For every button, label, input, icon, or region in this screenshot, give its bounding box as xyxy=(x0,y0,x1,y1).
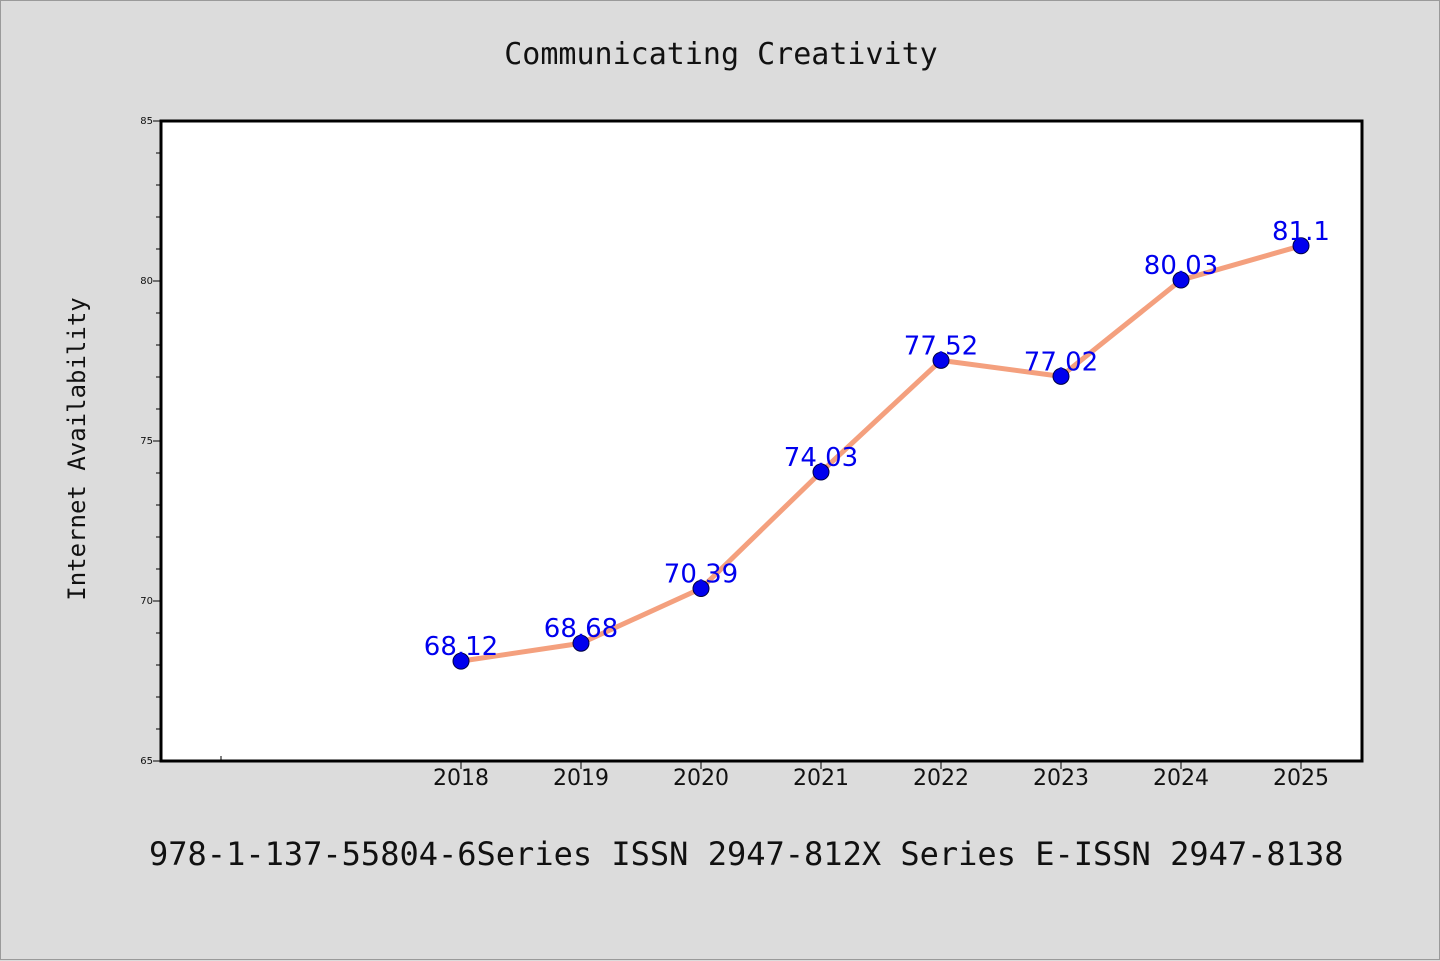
data-point xyxy=(1172,271,1190,289)
x-tick-label: 2019 xyxy=(553,766,609,791)
x-axis: 2018 2019 2020 2021 2022 2023 2024 2025 xyxy=(220,756,1329,791)
data-label: 74.03 xyxy=(784,443,858,473)
data-label: 80.03 xyxy=(1144,251,1218,281)
x-tick-label: 2024 xyxy=(1153,766,1209,791)
chart-title: Communicating Creativity xyxy=(504,37,937,72)
data-label: 68.68 xyxy=(544,614,618,644)
x-tick-label: 2018 xyxy=(433,766,489,791)
x-tick-label: 2023 xyxy=(1033,766,1089,791)
data-point xyxy=(932,351,950,369)
x-tick-label: 2025 xyxy=(1273,766,1329,791)
data-label: 68.12 xyxy=(424,632,498,662)
data-label: 81.1 xyxy=(1272,217,1330,247)
y-tick-label: 85 xyxy=(140,116,153,127)
data-label: 77.52 xyxy=(904,331,978,361)
x-tick-label: 2022 xyxy=(913,766,969,791)
y-axis-label: Internet Availability xyxy=(63,297,91,600)
data-point xyxy=(572,634,590,652)
data-point xyxy=(452,652,470,670)
data-point xyxy=(812,463,830,481)
y-axis: 65 70 75 80 85 xyxy=(140,116,161,767)
x-tick-label: 2021 xyxy=(793,766,849,791)
footer-isbn-issn: 978-1-137-55804-6Series ISSN 2947-812X S… xyxy=(149,835,1343,873)
series-line xyxy=(458,243,1304,664)
data-point xyxy=(692,580,710,598)
y-tick-label: 70 xyxy=(140,596,153,607)
data-point xyxy=(1052,367,1070,385)
y-tick-label: 65 xyxy=(140,756,153,767)
data-label: 70.39 xyxy=(664,560,738,590)
data-point xyxy=(1292,237,1310,255)
x-tick-label: 2020 xyxy=(673,766,729,791)
data-label: 77.02 xyxy=(1024,347,1098,377)
y-tick-label: 80 xyxy=(140,276,153,287)
series-layer: 68.12 68.68 70.39 74.03 77.52 77.02 80.03 81.1 xyxy=(424,217,1330,670)
plot-area xyxy=(159,119,1364,763)
y-tick-label: 75 xyxy=(140,436,153,447)
